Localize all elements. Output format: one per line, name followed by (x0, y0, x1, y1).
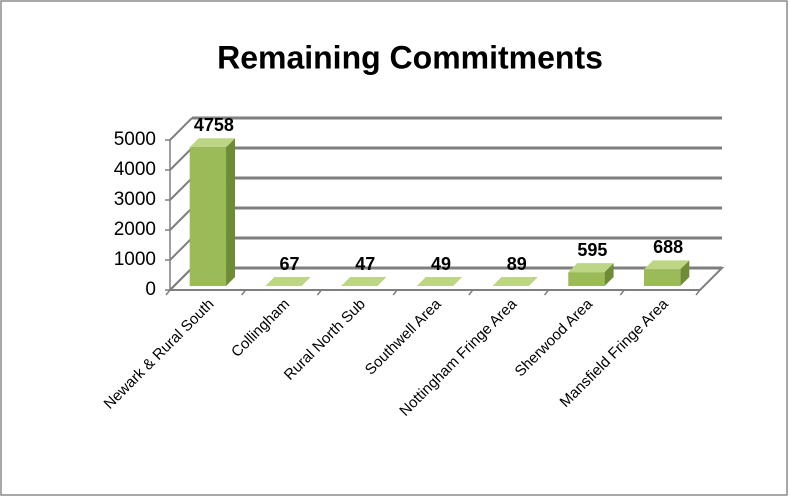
y-tick-label: 3000 (114, 189, 156, 210)
bar (643, 269, 681, 286)
bar-side (226, 138, 236, 286)
y-tick-label: 4000 (114, 159, 156, 180)
chart-title: Remaining Commitments (217, 39, 603, 75)
bar-side (604, 263, 614, 286)
x-tick-mark (619, 289, 625, 296)
x-tick-mark (543, 289, 550, 296)
grid-line-side (169, 177, 193, 201)
x-tick-mark (695, 289, 701, 296)
x-tick-mark (392, 289, 398, 296)
data-label: 49 (431, 254, 451, 274)
data-label: 67 (280, 254, 300, 274)
bar-top (416, 277, 463, 286)
data-label: 688 (653, 237, 683, 257)
bar-top (492, 277, 538, 286)
bar-side (680, 260, 690, 286)
x-tick-mark (241, 289, 247, 296)
data-label: 89 (507, 254, 527, 274)
y-tick-label: 0 (145, 279, 156, 300)
x-tick-mark (468, 289, 474, 296)
data-label: 595 (577, 240, 607, 260)
data-label: 47 (355, 254, 375, 274)
bar-top (568, 263, 614, 273)
y-tick-label: 5000 (114, 129, 156, 150)
x-tick-mark (316, 289, 323, 296)
y-tick-label: 2000 (114, 219, 156, 240)
bar (568, 272, 605, 286)
grid-line-side (169, 237, 193, 261)
grid-line-side (169, 267, 193, 291)
bar (189, 147, 227, 286)
bar-top (189, 138, 236, 148)
grid-line-side (169, 147, 193, 171)
bar-top (265, 277, 311, 286)
y-tick-label: 1000 (114, 249, 156, 270)
data-label: 4758 (194, 115, 234, 135)
grid-line-side (169, 207, 193, 231)
bar-top (341, 277, 387, 286)
grid-line-side (169, 117, 193, 141)
x-tick-mark (165, 289, 171, 296)
bar-top (643, 260, 690, 270)
